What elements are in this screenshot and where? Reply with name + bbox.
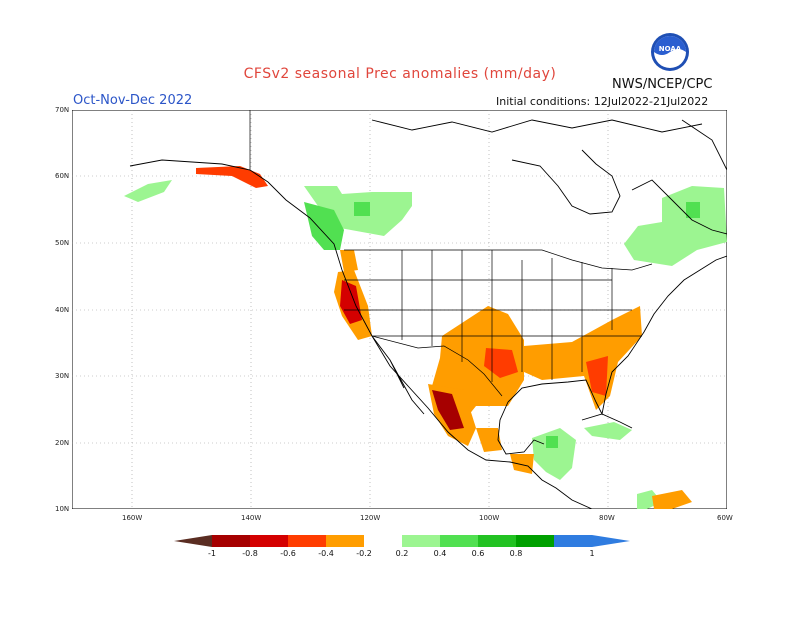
arctic-islands-coastline [371, 119, 703, 133]
legend-label: 0.8 [510, 549, 523, 558]
legend-swatch-1 [212, 535, 250, 547]
initial-conditions: Initial conditions: 12Jul2022-21Jul2022 [496, 95, 709, 108]
noaa-logo-icon: NOAA [651, 33, 689, 71]
gulf-coastline [507, 255, 727, 416]
legend-label: 1 [589, 549, 594, 558]
legend-label: -0.2 [356, 549, 372, 558]
gulf-of-alaska-dry-area [196, 166, 268, 188]
legend-swatch-8 [478, 535, 516, 547]
southeast-dry-area [524, 306, 642, 410]
hudson-bay-coastline [511, 149, 621, 215]
precip-anomaly-map [72, 110, 727, 509]
cuba-coastline [581, 413, 633, 429]
southern-plains-core [484, 348, 518, 378]
legend-swatch-10 [554, 535, 592, 547]
south-america-dry-area [652, 490, 692, 509]
central-mexico-dry-area [476, 428, 502, 452]
lon-label-160w: 160W [122, 514, 143, 522]
lon-label-60w: 60W [717, 514, 733, 522]
forecast-period: Oct-Nov-Dec 2022 [73, 93, 193, 108]
legend-label: -1 [208, 549, 216, 558]
central-america-wet-area [532, 428, 576, 480]
legend-swatch-6 [402, 535, 440, 547]
lat-label-70n: 70N [55, 106, 70, 114]
aleutians-wet-area [124, 180, 172, 202]
legend-label: 0.4 [434, 549, 447, 558]
legend-label: -0.4 [318, 549, 334, 558]
pacific-northwest-dry-area [340, 250, 358, 272]
california-core-dry-area [340, 280, 362, 324]
legend-high-arrow [592, 535, 630, 547]
lon-label-120w: 120W [360, 514, 381, 522]
logo-text: NOAA [659, 45, 682, 53]
baja-coastline [371, 335, 425, 415]
lat-label-20n: 20N [55, 439, 70, 447]
central-america-core [546, 436, 558, 448]
florida-core [586, 356, 608, 396]
greenland-coastline [681, 119, 727, 171]
legend-label: 0.6 [472, 549, 485, 558]
legend-label: -0.6 [280, 549, 296, 558]
caribbean-wet-area [584, 422, 632, 440]
us-mexico-border [371, 335, 503, 397]
lat-label-50n: 50N [55, 239, 70, 247]
north-america-coastline [129, 159, 593, 509]
lat-label-10n: 10N [55, 505, 70, 513]
lat-label-60n: 60N [55, 172, 70, 180]
lat-label-40n: 40N [55, 306, 70, 314]
yucatan-dry-area [510, 454, 534, 474]
legend-label: -0.8 [242, 549, 258, 558]
legend-swatch-2 [250, 535, 288, 547]
bc-coast-wet-area [304, 202, 344, 250]
legend-swatch-9 [516, 535, 554, 547]
lon-label-80w: 80W [599, 514, 615, 522]
legend-swatch-3 [288, 535, 326, 547]
western-canada-core [354, 202, 370, 216]
legend-swatch-4 [326, 535, 364, 547]
legend-low-arrow [174, 535, 212, 547]
coastlines [129, 119, 727, 509]
eastern-canada-wet-area [624, 186, 727, 266]
legend-swatch-5 [364, 535, 402, 547]
legend-label: 0.2 [396, 549, 409, 558]
anomaly-legend: -1 -0.8 -0.6 -0.4 -0.2 0.2 0.4 0.6 0.8 1 [174, 535, 630, 558]
mexico-gulf-coastline [497, 401, 545, 455]
eastern-canada-core [686, 202, 700, 218]
lat-label-30n: 30N [55, 372, 70, 380]
agency-label: NWS/NCEP/CPC [612, 77, 713, 92]
lon-label-100w: 100W [479, 514, 500, 522]
lon-label-140w: 140W [241, 514, 262, 522]
political-borders [249, 110, 653, 397]
legend-swatch-7 [440, 535, 478, 547]
northwest-mexico-core [432, 390, 464, 430]
labrador-coastline [631, 179, 727, 235]
us-canada-border [344, 249, 653, 271]
chart-title: CFSv2 seasonal Prec anomalies (mm/day) [243, 66, 557, 82]
